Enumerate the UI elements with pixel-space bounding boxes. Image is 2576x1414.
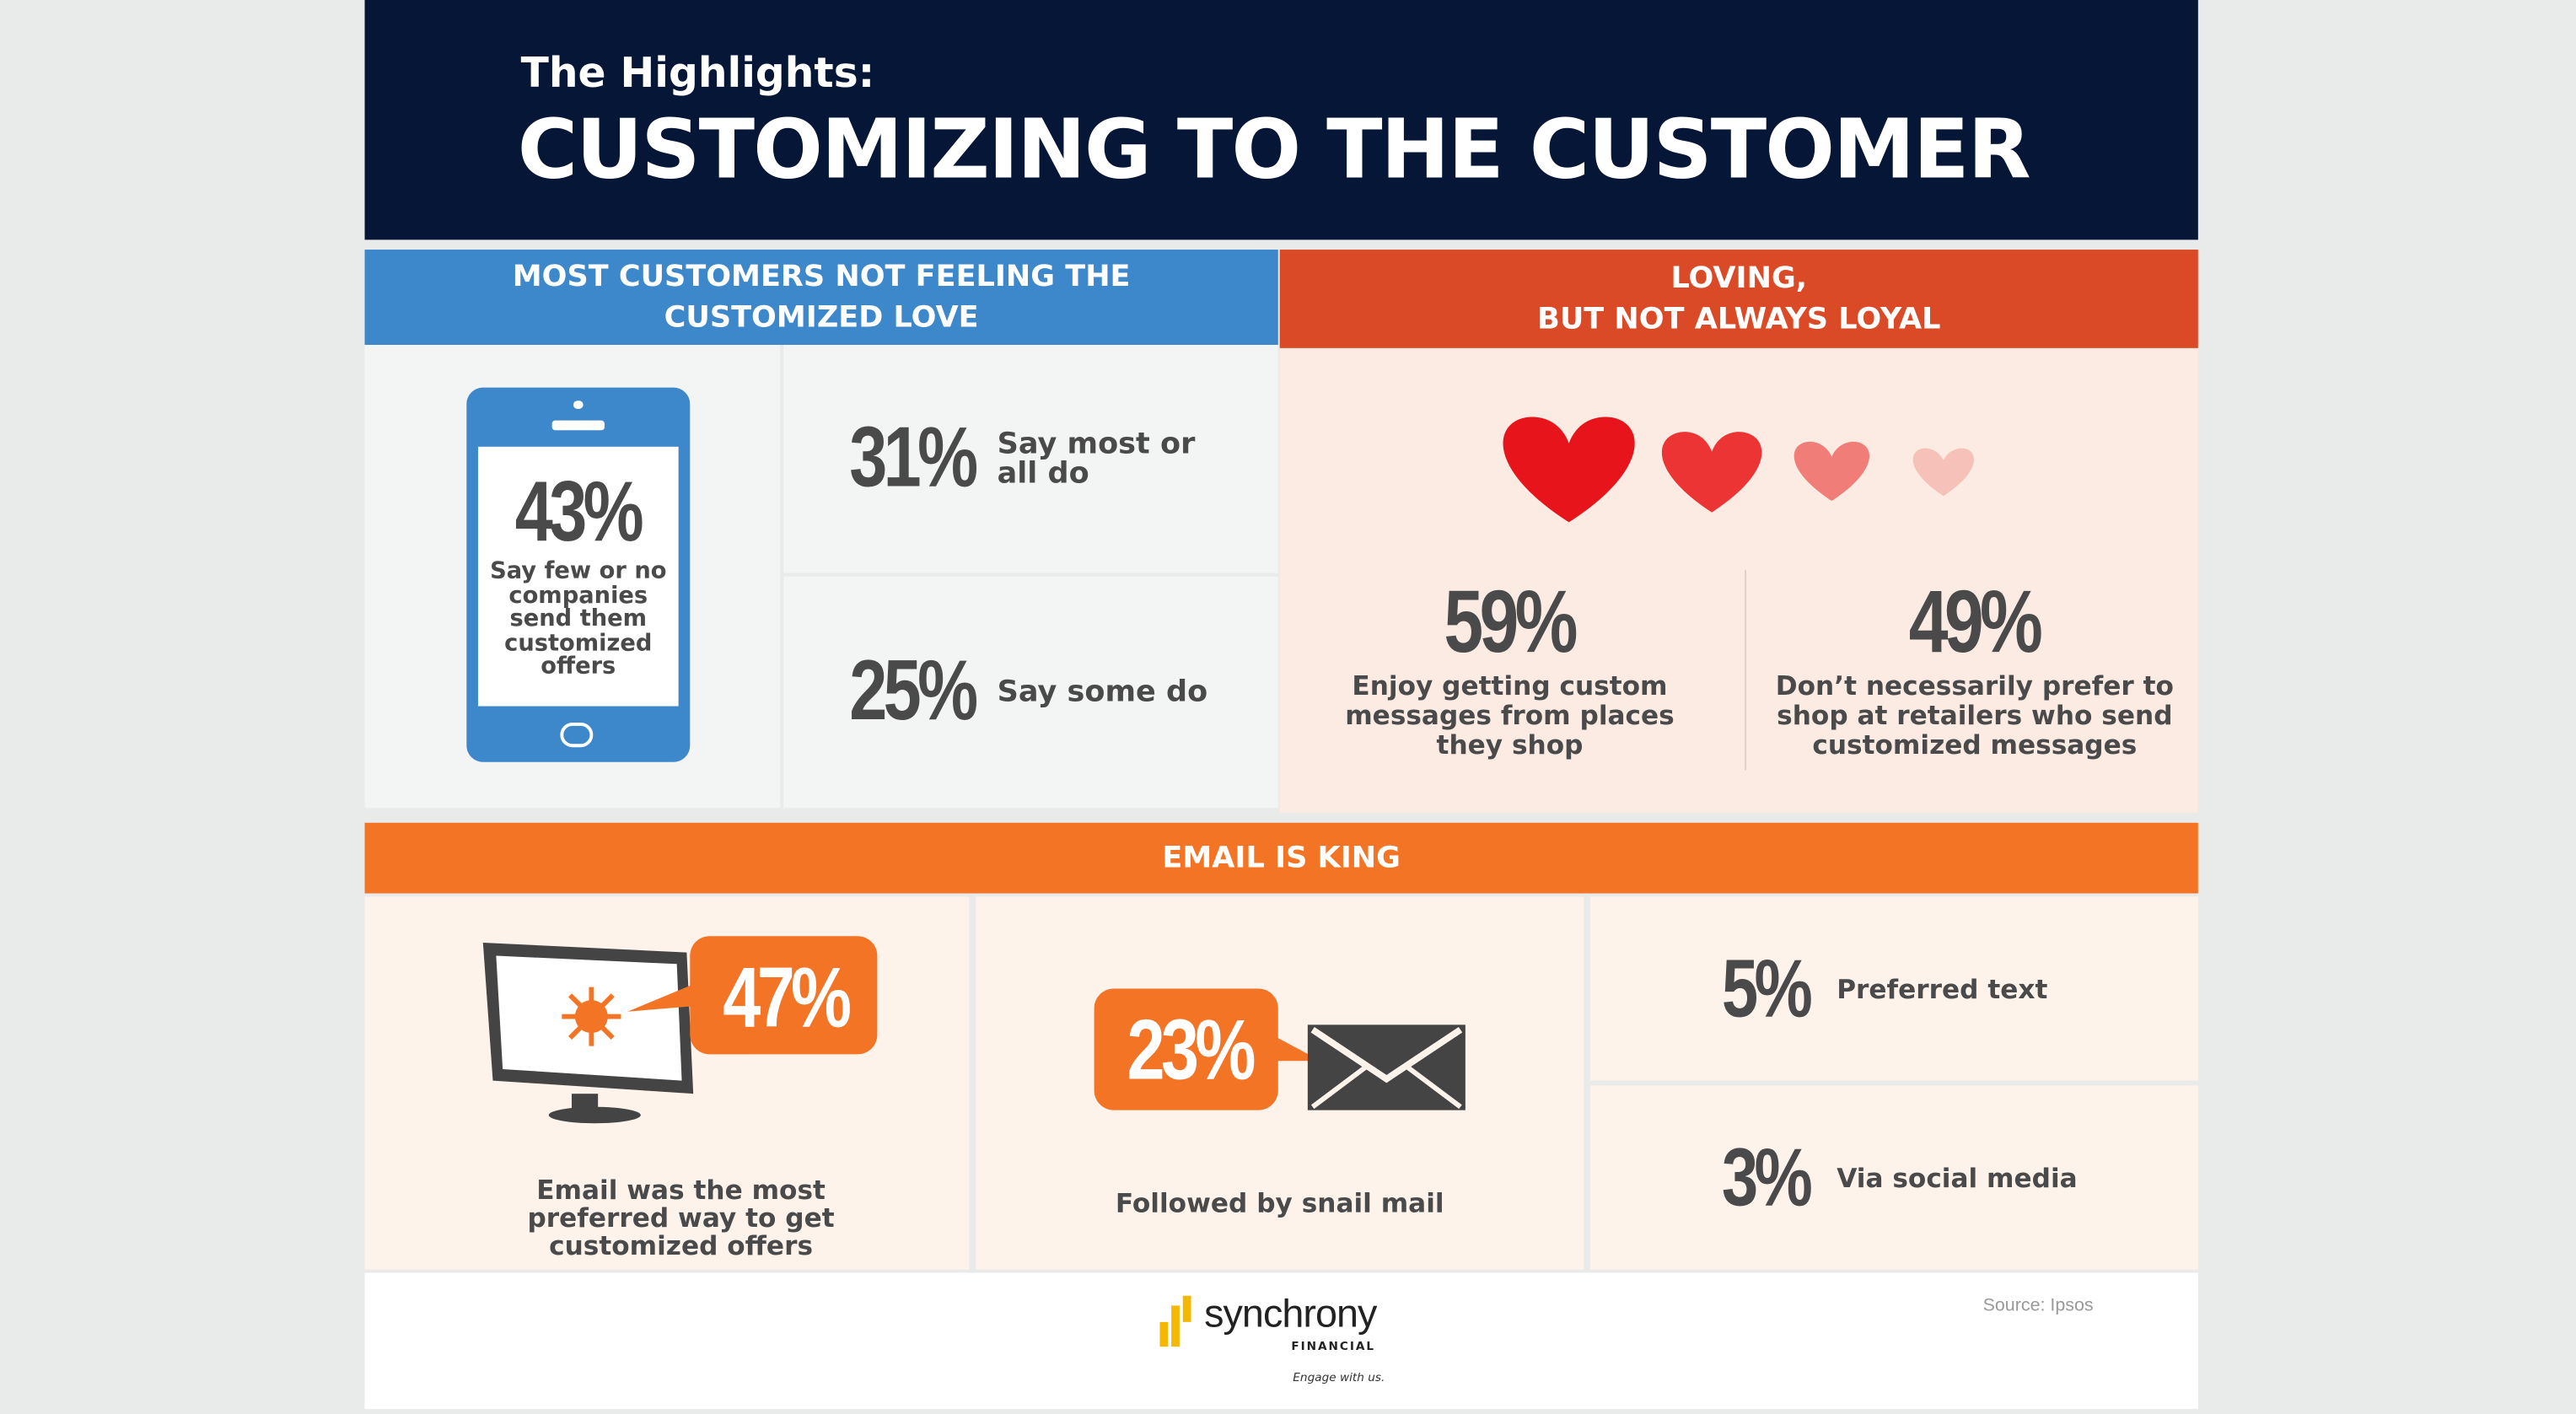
sun-icon <box>562 987 621 1046</box>
section1-header: MOST CUSTOMERS NOT FEELING THE CUSTOMIZE… <box>364 250 1278 346</box>
social-cell: 3% Via social media <box>1589 1085 2198 1270</box>
phone-stat-value: 43% <box>515 465 645 561</box>
heart-icon <box>1661 432 1762 513</box>
email-cell: 47% Email was the most preferred way to … <box>364 896 970 1270</box>
stat-value: 31% <box>849 410 978 506</box>
email-stat-label: Email was the most preferred way to get … <box>527 1174 835 1261</box>
header-subtitle: The Highlights: <box>520 49 875 97</box>
mail-stat-label: Followed by snail mail <box>1115 1187 1444 1219</box>
stat-25: 25% Say some do <box>783 576 1278 809</box>
source-note: Source: Ipsos <box>1982 1295 2094 1316</box>
section3-header: EMAIL IS KING <box>364 822 2198 894</box>
phone-cell: 43% Say few or no companies send them cu… <box>364 345 781 809</box>
section2-title-line1: LOVING, <box>1670 261 1808 296</box>
tagline: Engage with us. <box>1293 1371 1385 1384</box>
stat-value: 5% <box>1721 942 1813 1035</box>
text-cell: 5% Preferred text <box>1589 896 2198 1081</box>
hearts-graphic <box>1503 417 1974 523</box>
stat-49: 49% Don’t necessarily prefer to shop at … <box>1769 573 2180 761</box>
heart-icon <box>1794 441 1870 502</box>
page-title: CUSTOMIZING TO THE CUSTOMER <box>517 101 2031 197</box>
heart-icon <box>1503 417 1635 523</box>
phone-stat-label: Say few or no companies send them custom… <box>490 558 667 680</box>
loyalty-panel: 59% Enjoy getting custom messages from p… <box>1279 347 2198 814</box>
mail-stat-value: 23% <box>1127 1003 1256 1099</box>
phone-icon: 43% Say few or no companies send them cu… <box>466 387 691 762</box>
section2-header: LOVING, BUT NOT ALWAYS LOYAL <box>1279 250 2198 348</box>
stat-value: 49% <box>1909 573 2044 672</box>
heart-icon <box>1912 448 1974 497</box>
stat-label: Say some do <box>997 675 1208 710</box>
stat-label: Don’t necessarily prefer to shop at reta… <box>1775 670 2174 761</box>
divider <box>1745 569 1747 771</box>
footer: synchrony FINANCIAL Engage with us. Sour… <box>364 1272 2198 1410</box>
stat-value: 3% <box>1721 1130 1813 1223</box>
stat-label: Say most or all do <box>997 426 1196 491</box>
stat-59: 59% Enjoy getting custom messages from p… <box>1329 573 1691 761</box>
stat-31: 31% Say most or all do <box>783 345 1278 573</box>
monitor-icon <box>482 936 878 1124</box>
stat-label: Enjoy getting custom messages from place… <box>1345 670 1675 761</box>
stat-label: Via social media <box>1837 1161 2078 1194</box>
email-stat-value: 47% <box>723 950 852 1046</box>
logo-subtitle: FINANCIAL <box>1291 1340 1376 1353</box>
stat-value: 59% <box>1444 573 1578 672</box>
stat-label: Preferred text <box>1837 973 2048 1005</box>
header-banner: The Highlights: CUSTOMIZING TO THE CUSTO… <box>364 0 2198 240</box>
section3-title: EMAIL IS KING <box>1162 841 1401 876</box>
section2-title-line2: BUT NOT ALWAYS LOYAL <box>1537 302 1941 337</box>
stat-value: 25% <box>849 643 978 739</box>
mail-cell: 23% Followed by snail mail <box>976 896 1584 1270</box>
envelope-icon <box>1094 988 1465 1110</box>
logo-wordmark: synchrony <box>1204 1292 1377 1337</box>
section1-title: MOST CUSTOMERS NOT FEELING THE CUSTOMIZE… <box>512 259 1131 336</box>
